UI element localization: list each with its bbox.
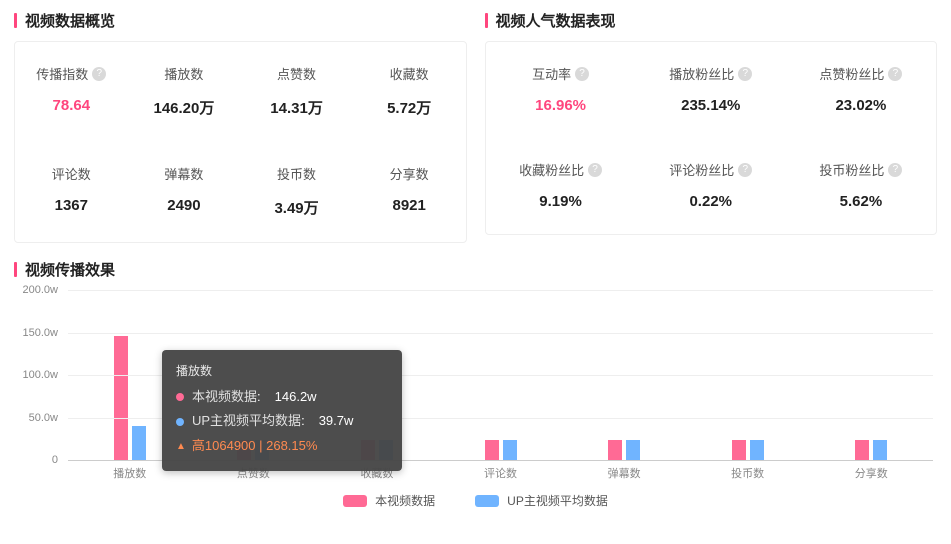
x-axis-label: 分享数 xyxy=(809,465,933,481)
bar-this-video[interactable] xyxy=(855,440,869,460)
help-icon[interactable]: ? xyxy=(92,67,106,81)
legend-label: 本视频数据 xyxy=(375,492,435,509)
stat-cell: 评论数 1367 xyxy=(15,142,128,242)
stat-cell: 互动率? 16.96% xyxy=(486,42,636,138)
up-triangle-icon: ▲ xyxy=(176,437,186,456)
chart-tooltip: 播放数 本视频数据:146.2w UP主视频平均数据:39.7w ▲高10649… xyxy=(162,350,402,471)
stat-value: 8921 xyxy=(357,197,462,214)
bar-this-video[interactable] xyxy=(485,440,499,460)
stat-label: 互动率? xyxy=(532,64,589,83)
stat-label: 播放粉丝比? xyxy=(669,64,752,83)
stat-label: 评论粉丝比? xyxy=(669,160,752,179)
stat-cell: 播放数 146.20万 xyxy=(128,42,241,142)
stat-cell: 收藏粉丝比? 9.19% xyxy=(486,138,636,234)
stat-label: 评论数 xyxy=(52,164,91,183)
stat-value: 146.20万 xyxy=(132,97,237,118)
stat-label: 传播指数? xyxy=(36,64,106,83)
stat-label: 分享数 xyxy=(390,164,429,183)
gridline xyxy=(68,333,933,334)
help-icon[interactable]: ? xyxy=(738,163,752,177)
bar-avg[interactable] xyxy=(750,440,764,460)
tooltip-series-label: UP主视频平均数据 xyxy=(192,409,301,434)
stat-cell: 投币数 3.49万 xyxy=(240,142,353,242)
tooltip-dot-icon xyxy=(176,393,184,401)
y-axis-tick: 50.0w xyxy=(29,412,58,424)
stat-label: 点赞粉丝比? xyxy=(819,64,902,83)
stat-cell: 收藏数 5.72万 xyxy=(353,42,466,142)
stat-label: 播放数 xyxy=(164,64,203,83)
stat-value: 78.64 xyxy=(19,97,124,114)
stat-cell: 评论粉丝比? 0.22% xyxy=(636,138,786,234)
stat-value: 1367 xyxy=(19,197,124,214)
tooltip-series-value: 146.2w xyxy=(275,385,317,410)
stat-label: 点赞数 xyxy=(277,64,316,83)
stat-value: 0.22% xyxy=(640,193,782,210)
overview-title: 视频数据概览 xyxy=(14,10,467,31)
stat-label: 收藏粉丝比? xyxy=(519,160,602,179)
y-axis-tick: 100.0w xyxy=(23,369,58,381)
help-icon[interactable]: ? xyxy=(888,163,902,177)
stat-value: 16.96% xyxy=(490,97,632,114)
popularity-title: 视频人气数据表现 xyxy=(485,10,938,31)
stat-cell: 播放粉丝比? 235.14% xyxy=(636,42,786,138)
stat-cell: 弹幕数 2490 xyxy=(128,142,241,242)
legend-item[interactable]: 本视频数据 xyxy=(343,492,435,509)
x-axis-label: 投币数 xyxy=(686,465,810,481)
y-axis-tick: 0 xyxy=(52,454,58,466)
tooltip-series-value: 39.7w xyxy=(319,409,354,434)
bar-avg[interactable] xyxy=(626,440,640,460)
chart-legend: 本视频数据 UP主视频平均数据 xyxy=(14,492,937,509)
bar-this-video[interactable] xyxy=(114,336,128,460)
help-icon[interactable]: ? xyxy=(575,67,589,81)
stat-cell: 点赞数 14.31万 xyxy=(240,42,353,142)
y-axis-tick: 150.0w xyxy=(23,327,58,339)
overview-panel: 传播指数? 78.64 播放数 146.20万 点赞数 14.31万 收藏数 5.72万评论数… xyxy=(14,41,467,243)
bar-this-video[interactable] xyxy=(732,440,746,460)
stat-label: 弹幕数 xyxy=(164,164,203,183)
gridline xyxy=(68,290,933,291)
legend-swatch-icon xyxy=(343,495,367,507)
x-axis-label: 弹幕数 xyxy=(562,465,686,481)
tooltip-delta: 高1064900 | 268.15% xyxy=(192,434,318,459)
tooltip-category: 播放数 xyxy=(176,360,388,383)
stat-label: 投币数 xyxy=(277,164,316,183)
popularity-panel: 互动率? 16.96% 播放粉丝比? 235.14% 点赞粉丝比? 23.02% 收藏粉丝比… xyxy=(485,41,938,235)
chart-area: 050.0w100.0w150.0w200.0w 播放数点赞数收藏数评论数弹幕数… xyxy=(14,290,937,490)
stat-label: 投币粉丝比? xyxy=(819,160,902,179)
stat-value: 9.19% xyxy=(490,193,632,210)
stat-value: 3.49万 xyxy=(244,197,349,218)
stat-value: 235.14% xyxy=(640,97,782,114)
bar-this-video[interactable] xyxy=(608,440,622,460)
stat-value: 14.31万 xyxy=(244,97,349,118)
chart-title: 视频传播效果 xyxy=(14,259,937,280)
stat-value: 5.62% xyxy=(790,193,932,210)
stat-cell: 点赞粉丝比? 23.02% xyxy=(786,42,936,138)
stat-cell: 投币粉丝比? 5.62% xyxy=(786,138,936,234)
bar-avg[interactable] xyxy=(503,440,517,460)
tooltip-series-label: 本视频数据 xyxy=(192,385,257,410)
bar-avg[interactable] xyxy=(132,426,146,460)
legend-item[interactable]: UP主视频平均数据 xyxy=(475,492,608,509)
stat-value: 23.02% xyxy=(790,97,932,114)
stat-cell: 分享数 8921 xyxy=(353,142,466,242)
legend-swatch-icon xyxy=(475,495,499,507)
stat-cell: 传播指数? 78.64 xyxy=(15,42,128,142)
help-icon[interactable]: ? xyxy=(738,67,752,81)
stat-value: 5.72万 xyxy=(357,97,462,118)
tooltip-dot-icon xyxy=(176,418,184,426)
stat-label: 收藏数 xyxy=(390,64,429,83)
y-axis-tick: 200.0w xyxy=(23,284,58,296)
x-axis-label: 评论数 xyxy=(439,465,563,481)
legend-label: UP主视频平均数据 xyxy=(507,492,608,509)
help-icon[interactable]: ? xyxy=(588,163,602,177)
stat-value: 2490 xyxy=(132,197,237,214)
bar-avg[interactable] xyxy=(873,440,887,460)
help-icon[interactable]: ? xyxy=(888,67,902,81)
